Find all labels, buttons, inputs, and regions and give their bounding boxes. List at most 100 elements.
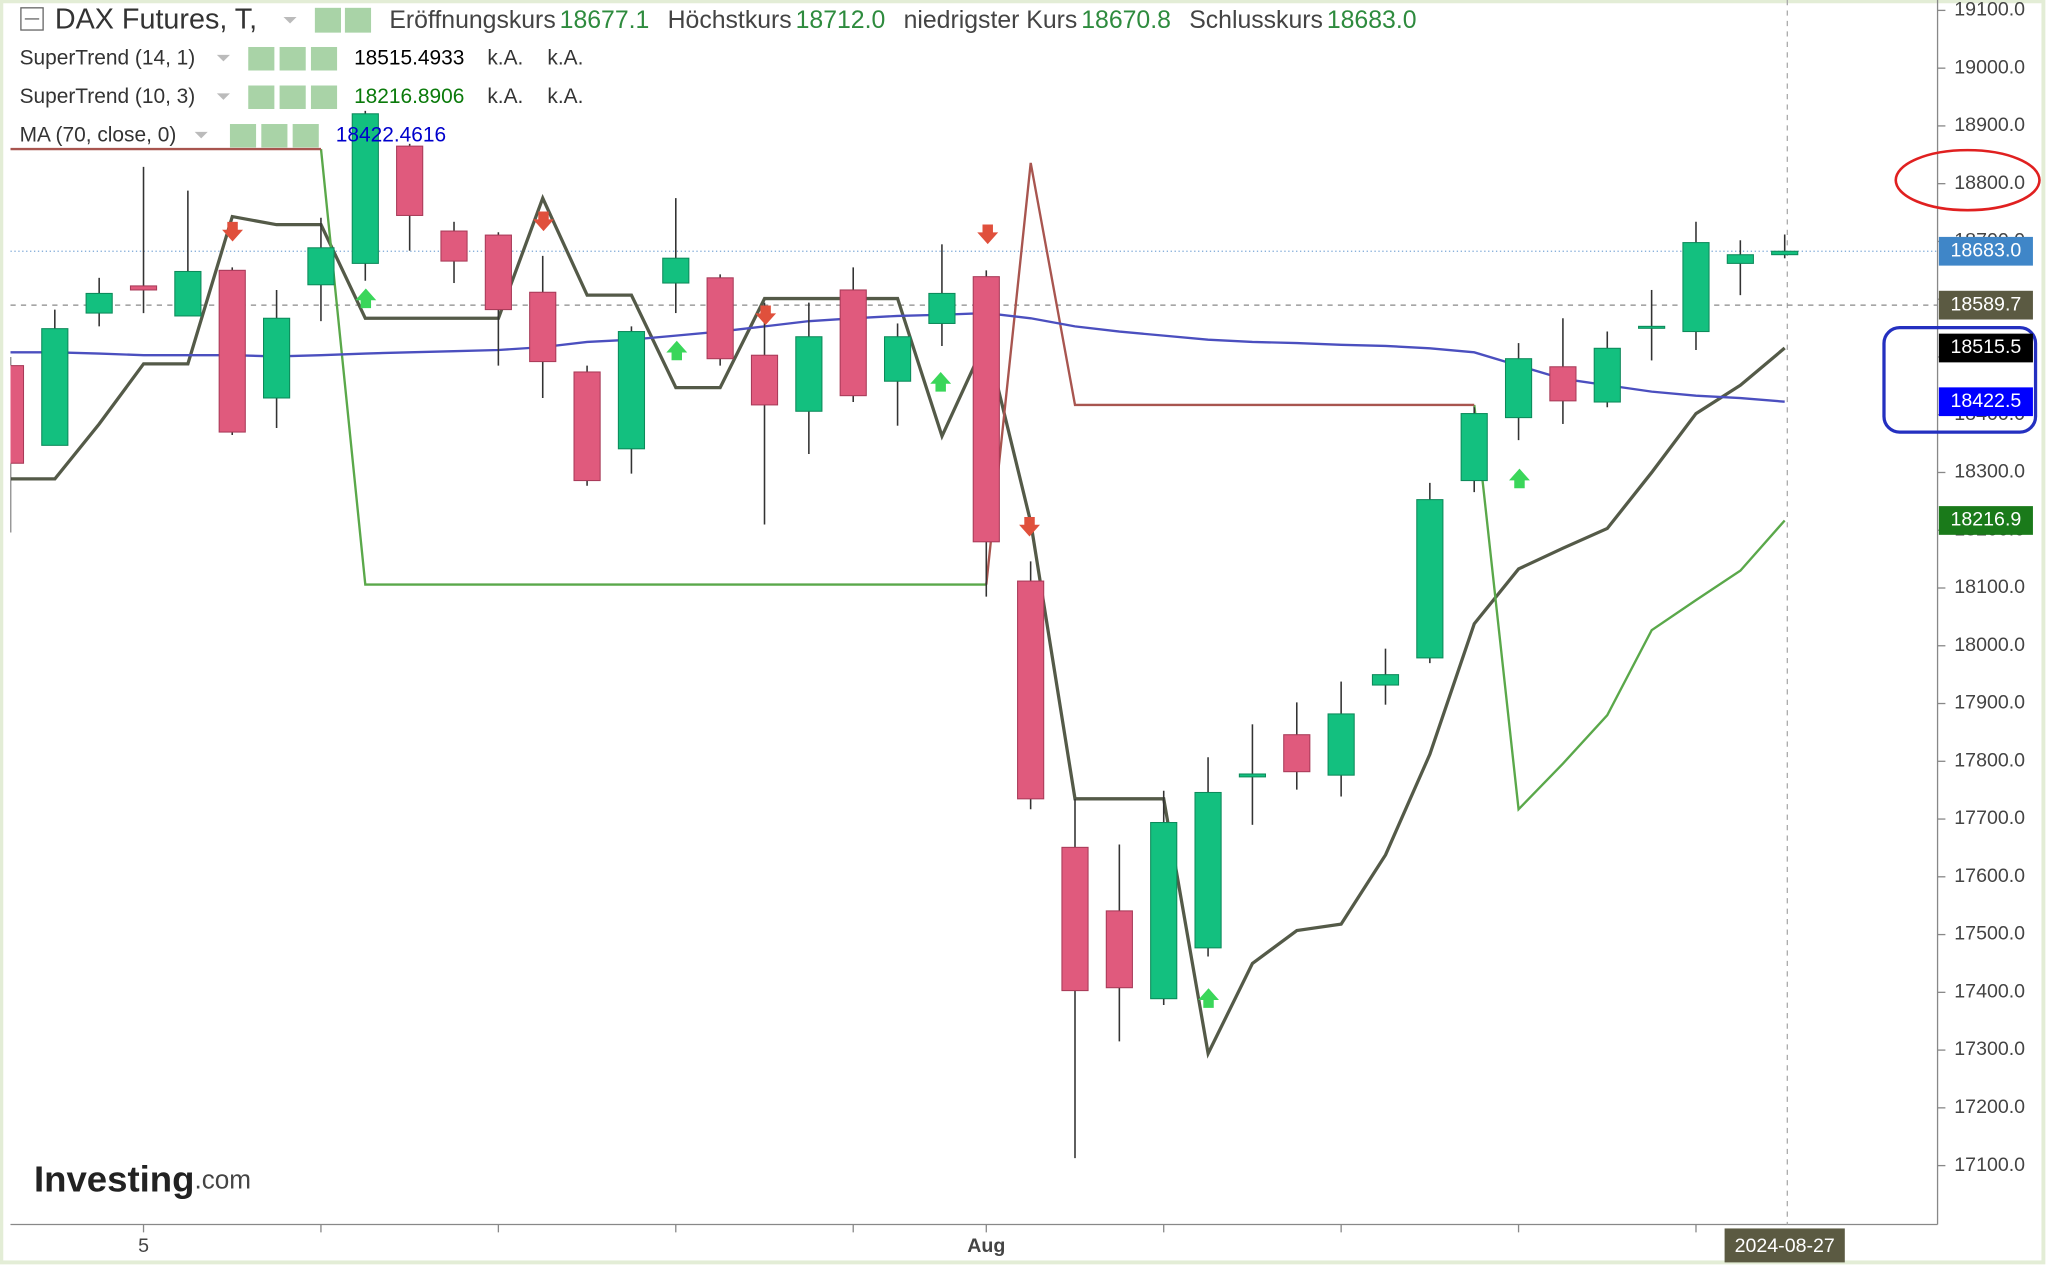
candle-body: [1549, 366, 1577, 402]
candle-body: [1194, 791, 1222, 949]
dropdown[interactable]: [283, 16, 297, 24]
candle-body: [1771, 250, 1799, 256]
legend-value: 18216.8906: [354, 85, 464, 108]
candle-body: [573, 371, 601, 482]
candle-body: [1593, 347, 1621, 403]
candle-body: [440, 230, 468, 262]
candle-body: [307, 247, 335, 286]
y-tick-label: 17500.0: [1954, 923, 2025, 945]
ohlc-legend: Eröffnungskurs 18677.1 Höchstkurs 18712.0 ni…: [389, 6, 1416, 33]
logo: Investing.com: [34, 1158, 251, 1199]
candle-body: [10, 365, 25, 464]
signal-arrow: [1019, 516, 1040, 537]
price-tag-label: 18589.7: [1950, 293, 2021, 315]
price-tag-label: 18422.5: [1950, 390, 2021, 412]
indicator-line: [10, 193, 1786, 1059]
x-label-highlight: [1724, 1228, 1845, 1263]
legend-icon: [248, 46, 275, 71]
y-tick-label: 17100.0: [1954, 1154, 2025, 1176]
indicator-line-down: [10, 147, 1475, 585]
signal-arrow: [222, 221, 244, 242]
legend-icon: [310, 46, 338, 71]
y-tick-label: 18000.0: [1954, 634, 2025, 656]
y-tick-label: 17300.0: [1954, 1038, 2025, 1060]
candle-body: [396, 145, 424, 216]
price-tag: [1938, 506, 2033, 535]
signal-arrow: [977, 224, 999, 245]
candle-body: [1105, 910, 1133, 989]
y-tick-label: 17700.0: [1954, 807, 2025, 829]
price-tag: [1938, 236, 2033, 266]
signal-arrow: [755, 305, 777, 326]
legend-name: MA (70, close, 0): [20, 123, 177, 146]
candle-body: [1238, 773, 1267, 778]
ohlc-value: 18677.1: [560, 6, 650, 33]
signal-arrow: [355, 288, 377, 309]
price-tag: [1938, 333, 2033, 363]
candle-body: [129, 285, 158, 291]
collapse-button[interactable]: [20, 7, 44, 31]
legend-extra: k.A.: [547, 85, 583, 108]
candle-body: [1017, 580, 1045, 800]
candle-body: [351, 113, 379, 264]
price-tag-label: 18216.9: [1950, 509, 2021, 531]
candle-body: [617, 331, 646, 450]
candle-body: [41, 328, 69, 446]
gear-icon[interactable]: [344, 7, 372, 33]
x-tick-label: Aug: [967, 1235, 1005, 1257]
title: DAX Futures, T,: [55, 3, 257, 35]
candle-body: [174, 270, 202, 317]
price-tag-label: 18515.5: [1950, 336, 2021, 358]
legend-icon: [229, 124, 257, 148]
legend-name: SuperTrend (14, 1): [20, 46, 196, 69]
eye-icon[interactable]: [314, 7, 341, 33]
candle-body: [85, 292, 113, 314]
legend-extra: k.A.: [487, 85, 523, 108]
ohlc-label: niedrigster Kurs: [904, 6, 1078, 33]
y-tick-label: 17400.0: [1954, 981, 2025, 1003]
legend-icon: [292, 124, 319, 148]
legend-extra: k.A.: [487, 46, 523, 69]
legend-value: 18422.4616: [336, 123, 446, 146]
candle-body: [1416, 499, 1444, 659]
dropdown: [216, 93, 230, 100]
legend-icon: [261, 124, 288, 148]
candle-body: [263, 317, 291, 399]
ohlc-label: Höchstkurs: [668, 6, 792, 33]
candle-body: [218, 269, 246, 433]
legend-icon: [279, 85, 306, 110]
y-tick-label: 17600.0: [1954, 865, 2025, 887]
legend-extra: k.A.: [547, 46, 583, 69]
logo-suffix: .com: [194, 1164, 251, 1194]
candle-body: [529, 291, 557, 363]
candle-body: [1638, 325, 1666, 329]
highlight-box: [1882, 326, 2038, 434]
legend-name: SuperTrend (10, 3): [20, 85, 196, 108]
highlight-ellipse: [1894, 148, 2041, 212]
indicator-line: [319, 148, 1786, 812]
candle-body: [795, 336, 823, 412]
candle-body: [883, 336, 912, 382]
legend-icon: [248, 85, 275, 110]
x-tick-label: 5: [138, 1235, 149, 1257]
logo-name: Investing: [34, 1158, 195, 1199]
legend-icon: [279, 46, 306, 71]
y-tick-label: 17900.0: [1954, 692, 2025, 714]
candle-body: [662, 257, 690, 284]
price-tag: [1938, 387, 2033, 417]
candle-body: [928, 292, 956, 324]
ohlc-value: 18670.8: [1081, 6, 1171, 33]
indicator-line: [10, 311, 1785, 403]
candle-body: [1327, 713, 1355, 776]
candle-body: [1682, 242, 1710, 333]
y-tick-label: 18100.0: [1954, 576, 2025, 598]
signal-arrow: [533, 211, 554, 232]
candle-body: [1371, 674, 1400, 686]
ohlc-label: Schlusskurs: [1189, 6, 1323, 33]
candle-body: [1460, 413, 1488, 482]
signal-arrow: [1198, 988, 1219, 1008]
candle-body: [1726, 254, 1754, 264]
